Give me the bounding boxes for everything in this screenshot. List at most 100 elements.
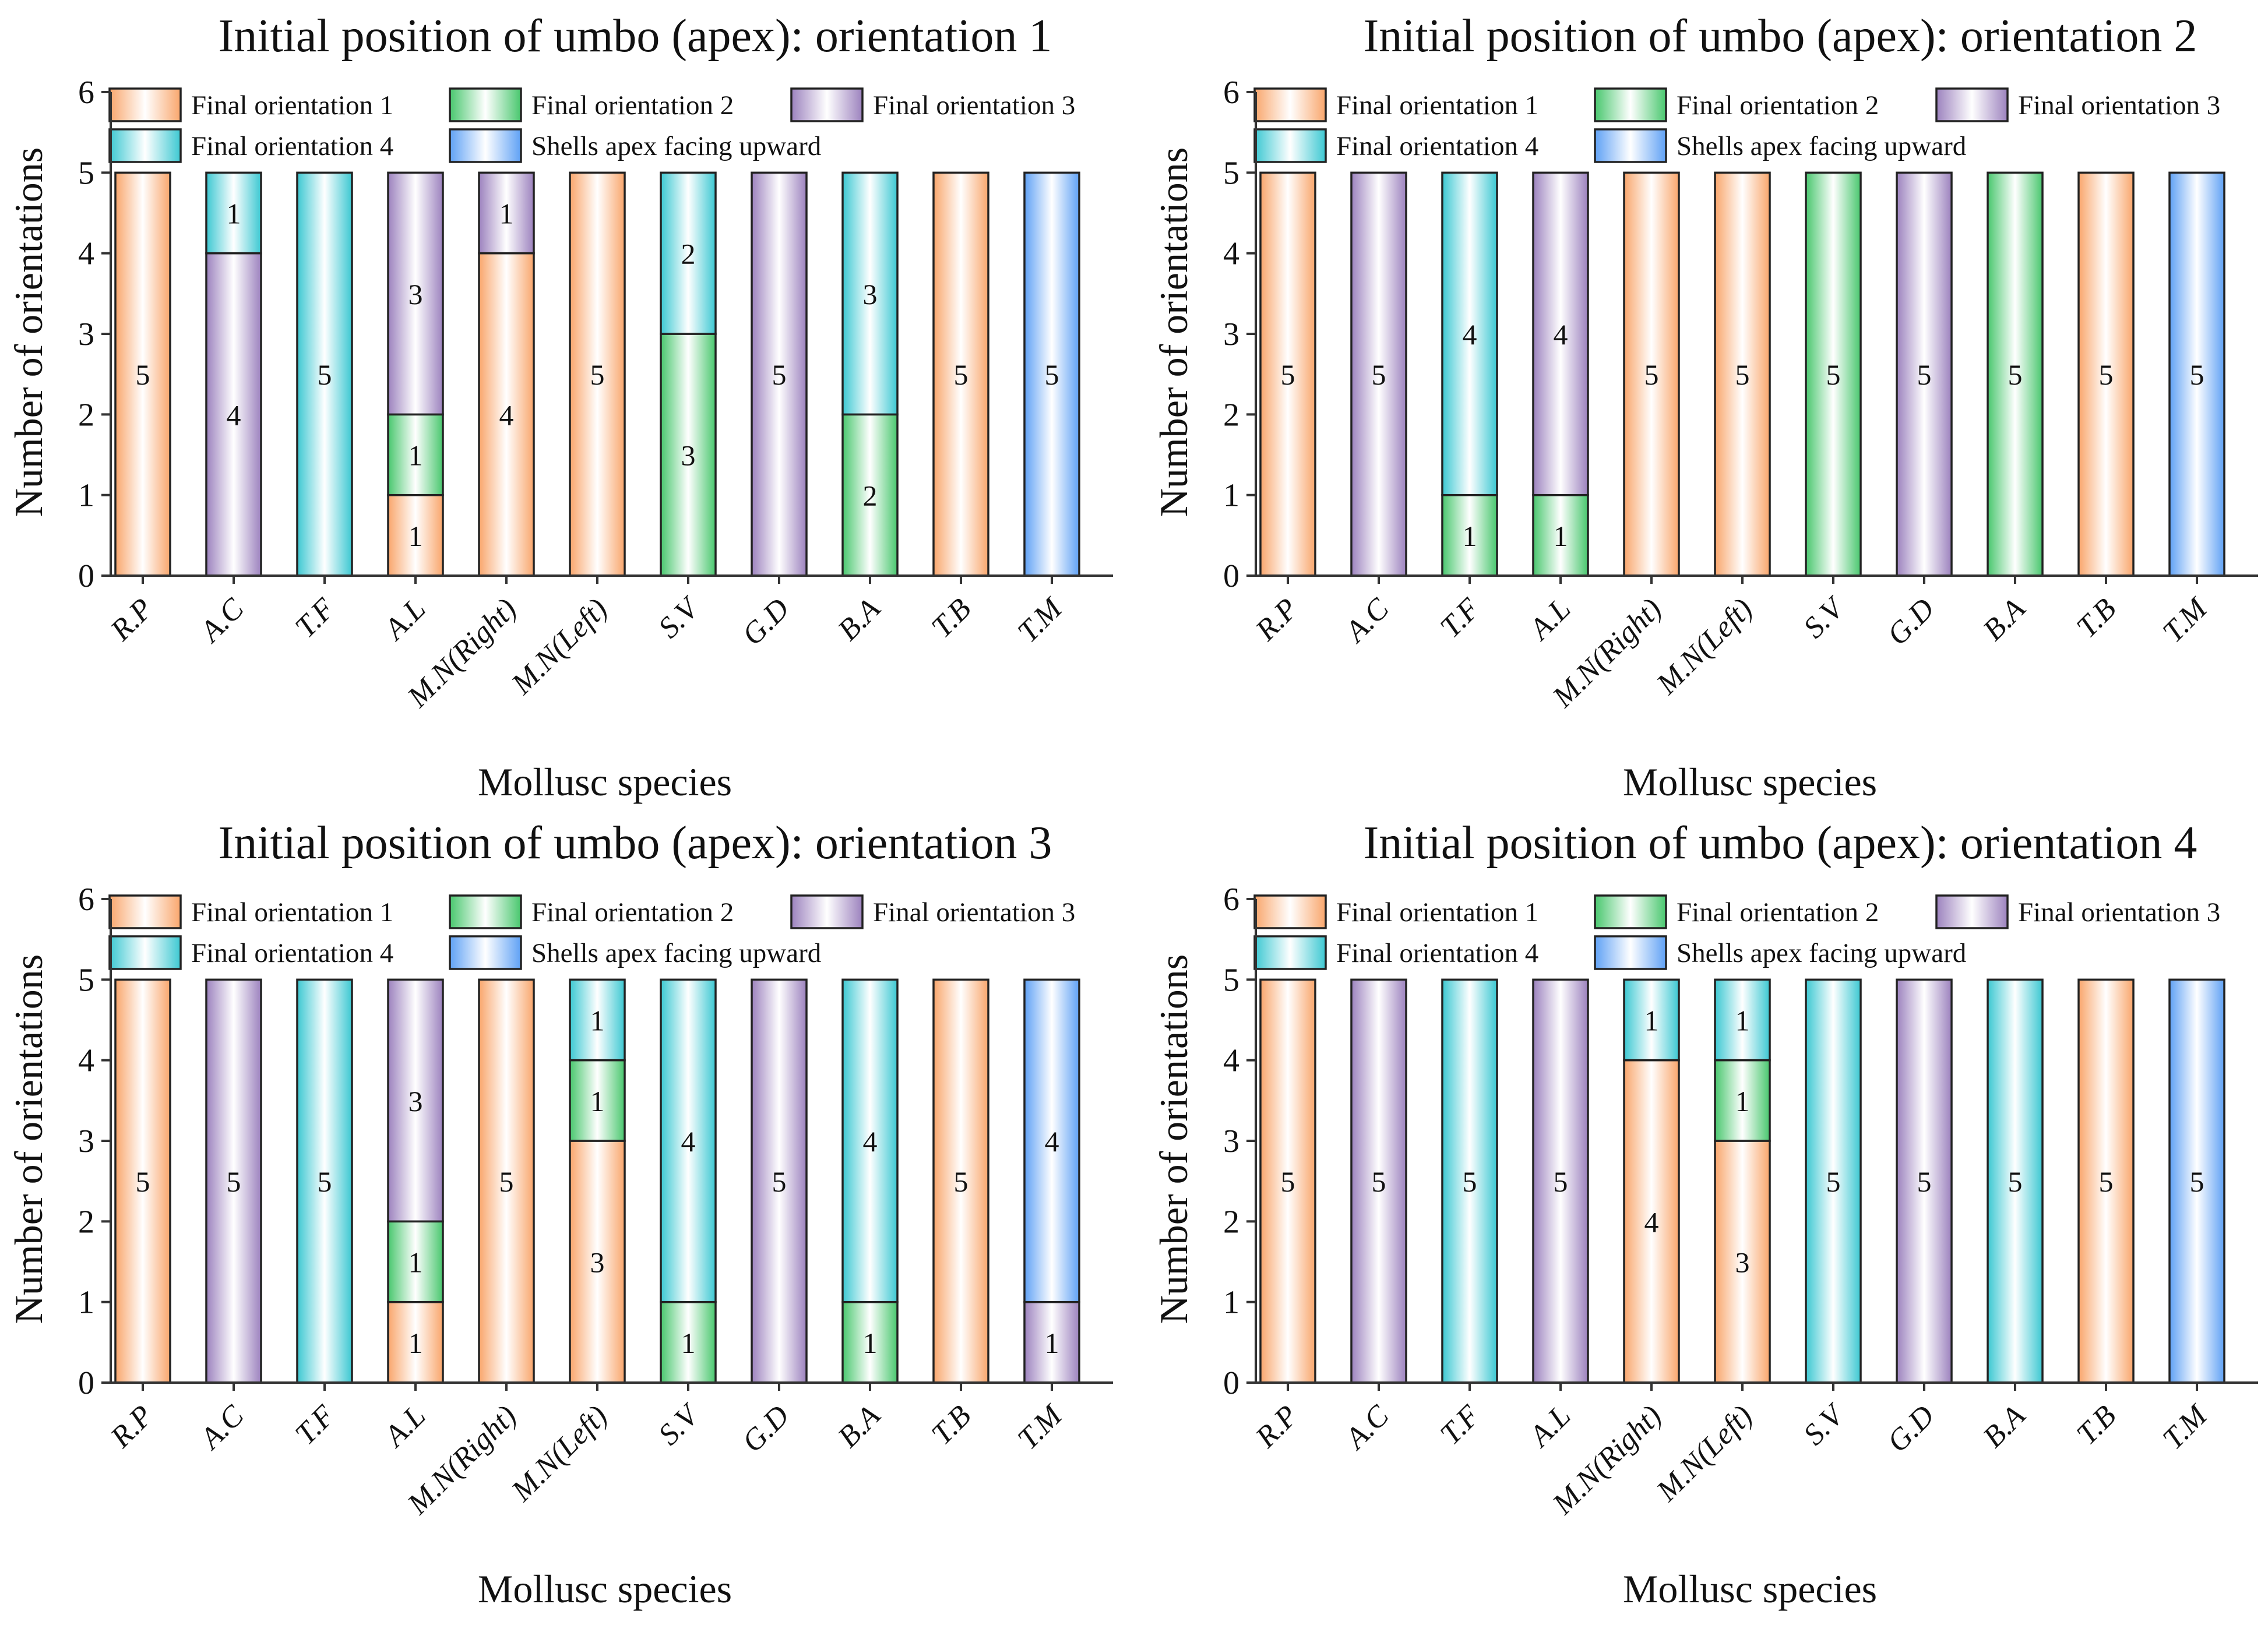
y-tick-label: 3 [78,316,94,353]
x-tick-label: T.M [2157,1398,2215,1456]
bar-segment-fo4 [1805,978,1862,1384]
data-label: 3 [408,278,423,311]
x-axis-title: Mollusc species [1623,1567,1877,1611]
data-label: 4 [227,399,241,431]
legend-label-up: Shells apex facing upward [531,131,821,161]
y-tick-label: 2 [1223,397,1239,433]
data-label: 5 [227,1165,241,1198]
x-tick-label: A.C [193,591,251,650]
x-tick-label: A.L [1522,592,1577,647]
legend-label-fo2: Final orientation 2 [531,90,734,121]
legend-label-fo4: Final orientation 4 [1336,131,1538,161]
bar-segment-fo1 [1623,171,1680,577]
chart-title: Initial position of umbo (apex): orienta… [219,10,1052,62]
legend-label-fo1: Final orientation 1 [1336,90,1538,121]
bar-segment-fo1 [569,1140,626,1384]
y-tick-label: 4 [78,1043,94,1079]
data-label: 5 [1463,1165,1477,1198]
x-tick-label: S.V [1797,590,1852,644]
y-tick-label: 5 [78,155,94,191]
data-label: 5 [1372,1165,1386,1198]
data-label: 5 [1917,1165,1932,1198]
data-label: 5 [1826,1165,1841,1198]
data-label: 5 [1045,358,1059,391]
x-tick-label: S.V [1797,1397,1852,1451]
y-tick-label: 2 [78,397,94,433]
data-label: 5 [2190,358,2204,391]
bar-segment-fo3 [1532,171,1589,496]
data-label: 5 [1735,358,1750,391]
bar-segment-fo3 [387,171,444,416]
data-label: 3 [590,1246,605,1279]
data-label: 5 [1644,358,1659,391]
bar-segment-fo4 [660,171,717,335]
bar-segment-fo1 [114,171,171,577]
legend-label-fo1: Final orientation 1 [191,897,393,928]
x-tick-label: A.L [1522,1399,1577,1454]
bar-segment-fo2 [660,333,717,577]
bar-segment-up [1023,978,1080,1303]
x-tick-label: A.C [1338,1398,1396,1457]
data-label: 5 [590,358,605,391]
x-tick-label: B.A [832,592,887,647]
legend-label-fo1: Final orientation 1 [191,90,393,121]
y-tick-label: 1 [78,478,94,514]
bar-segment-fo3 [205,978,262,1384]
bar-segment-fo4 [1987,978,2044,1384]
y-tick-label: 0 [1223,558,1239,594]
data-label: 3 [1735,1246,1750,1279]
data-label: 1 [408,1327,423,1359]
bar-segment-fo1 [569,171,626,577]
y-tick-label: 6 [1223,75,1239,111]
x-tick-label: T.F [1434,591,1487,644]
legend-label-fo3: Final orientation 3 [873,90,1075,121]
data-label: 5 [1281,358,1295,391]
legend-swatch-up [1594,935,1667,970]
data-label: 5 [954,358,969,391]
data-label: 1 [1463,520,1477,552]
bar-segment-fo3 [1896,171,1953,577]
bar-segment-fo2 [387,1220,444,1303]
bar-segment-fo2 [1532,494,1589,577]
bar-segment-fo4 [296,978,353,1384]
legend-label-fo3: Final orientation 3 [873,897,1075,928]
x-tick-label: T.M [1012,1398,1070,1456]
bar-segment-fo3 [1532,978,1589,1384]
bar-segment-fo2 [387,413,444,496]
data-label: 5 [2190,1165,2204,1198]
legend-swatch-fo4 [1253,935,1327,970]
data-label: 1 [499,198,514,230]
bar-segment-fo4 [569,978,626,1062]
x-tick-label: S.V [652,590,707,644]
y-tick-label: 3 [78,1123,94,1159]
data-label: 1 [590,1004,605,1037]
x-tick-label: T.B [2070,592,2123,644]
x-tick-label: R.P [1249,1399,1304,1454]
x-tick-label: R.P [1249,592,1304,647]
legend-label-fo4: Final orientation 4 [1336,938,1538,968]
data-label: 1 [227,198,241,230]
chart-panel-3: Initial position of umbo (apex): orienta… [6,817,1113,1611]
bar-segment-fo2 [1714,1059,1771,1142]
data-label: 3 [863,278,878,311]
y-tick-label: 6 [78,75,94,111]
data-label: 1 [1045,1327,1059,1359]
bar-segment-fo4 [1441,171,1498,496]
bar-segment-fo3 [1896,978,1953,1384]
y-tick-label: 4 [78,236,94,272]
data-label: 5 [1826,358,1841,391]
bar-segment-fo4 [296,171,353,577]
data-label: 4 [1463,318,1477,351]
x-tick-label: G.D [1881,1399,1941,1459]
bar-segment-fo1 [1714,171,1771,577]
bar-segment-fo3 [205,252,262,577]
data-label: 5 [136,1165,150,1198]
bar-segment-fo3 [1023,1300,1080,1384]
x-tick-label: G.D [736,1399,796,1459]
x-tick-label: R.P [104,1399,159,1454]
chart-panel-1: Initial position of umbo (apex): orienta… [6,10,1113,804]
data-label: 4 [863,1125,878,1158]
bar-segment-fo3 [387,978,444,1223]
legend-label-fo3: Final orientation 3 [2018,90,2220,121]
y-tick-label: 6 [1223,882,1239,918]
